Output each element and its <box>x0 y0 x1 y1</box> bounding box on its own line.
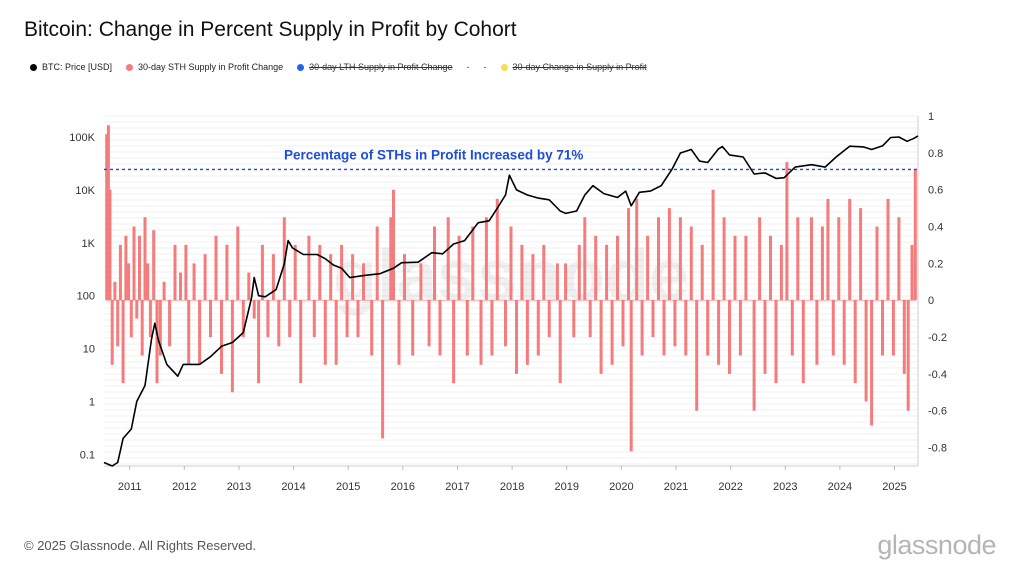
legend-label: 30-day STH Supply in Profit Change <box>138 62 284 72</box>
legend-separator[interactable]: - <box>466 62 470 72</box>
right-axis-tick-label: -0.6 <box>928 406 947 418</box>
x-axis-tick-label: 2012 <box>172 481 196 493</box>
x-axis-tick-label: 2023 <box>773 481 797 493</box>
right-axis-tick-label: -0.4 <box>928 369 947 381</box>
legend-label: 30-day LTH Supply in Profit Change <box>309 62 453 72</box>
legend: BTC: Price [USD] 30-day STH Supply in Pr… <box>30 62 661 72</box>
left-axis-tick-label: 1 <box>89 396 95 408</box>
x-axis-tick-label: 2019 <box>554 481 578 493</box>
right-axis-tick-label: 0.4 <box>928 222 943 234</box>
legend-item-btc-price[interactable]: BTC: Price [USD] <box>30 62 112 72</box>
x-axis-tick-label: 2014 <box>281 481 305 493</box>
right-axis-tick-label: 0.2 <box>928 258 943 270</box>
x-axis-tick-label: 2015 <box>336 481 360 493</box>
legend-dot-icon <box>297 63 305 71</box>
left-axis-tick-label: 10K <box>75 185 95 197</box>
legend-item-supply-change[interactable]: 30-day Change in Supply in Profit <box>500 62 647 72</box>
right-axis-tick-label: -0.8 <box>928 443 947 455</box>
x-axis-tick-label: 2017 <box>445 481 469 493</box>
left-axis-tick-label: 100K <box>69 132 95 144</box>
x-axis-tick-label: 2020 <box>609 481 633 493</box>
glassnode-logo: glassnode <box>877 530 996 560</box>
btc-price-series <box>103 135 919 467</box>
legend-label: BTC: Price [USD] <box>42 62 113 72</box>
right-axis-tick-label: 1 <box>928 111 934 123</box>
legend-dot-icon <box>500 63 508 71</box>
legend-separator[interactable]: - <box>483 62 487 72</box>
legend-dot-icon <box>30 63 37 71</box>
x-axis-tick-label: 2022 <box>718 481 742 493</box>
x-axis-tick-label: 2025 <box>882 481 906 493</box>
legend-dot-icon <box>126 63 134 71</box>
legend-label: 30-day Change in Supply in Profit <box>512 62 647 72</box>
x-axis-tick-label: 2024 <box>828 481 852 493</box>
left-axis-tick-label: 10 <box>83 344 95 356</box>
right-axis-tick-label: 0 <box>928 295 934 307</box>
legend-item-lth-change[interactable]: 30-day LTH Supply in Profit Change <box>297 62 453 72</box>
annotation-label: Percentage of STHs in Profit Increased b… <box>284 147 583 162</box>
x-axis-tick-label: 2018 <box>500 481 524 493</box>
left-axis-tick-label: 100 <box>77 291 95 303</box>
legend-item-sth-change[interactable]: 30-day STH Supply in Profit Change <box>126 62 283 72</box>
left-axis-tick-label: 1K <box>82 238 96 250</box>
x-axis-tick-label: 2013 <box>227 481 251 493</box>
right-axis-tick-label: 0.8 <box>928 148 943 160</box>
right-axis-tick-label: 0.6 <box>928 185 943 197</box>
right-axis-tick-label: -0.2 <box>928 332 947 344</box>
x-axis-tick-label: 2021 <box>664 481 688 493</box>
x-axis-tick-label: 2011 <box>118 481 142 493</box>
left-axis-tick-label: 0.1 <box>80 449 95 461</box>
chart-title: Bitcoin: Change in Percent Supply in Pro… <box>24 18 517 41</box>
x-axis-tick-label: 2016 <box>391 481 415 493</box>
copyright-footer: © 2025 Glassnode. All Rights Reserved. <box>24 538 257 553</box>
